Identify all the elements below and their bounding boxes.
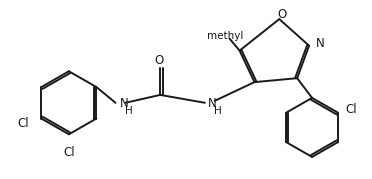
Text: Cl: Cl — [63, 146, 75, 159]
Text: Cl: Cl — [346, 103, 357, 116]
Text: H: H — [125, 106, 133, 116]
Text: O: O — [155, 54, 164, 67]
Text: N: N — [208, 97, 217, 110]
Text: O: O — [278, 8, 287, 21]
Text: N: N — [119, 97, 128, 110]
Text: H: H — [214, 106, 222, 116]
Text: methyl: methyl — [206, 31, 243, 41]
Text: N: N — [316, 37, 325, 50]
Text: Cl: Cl — [18, 117, 29, 130]
